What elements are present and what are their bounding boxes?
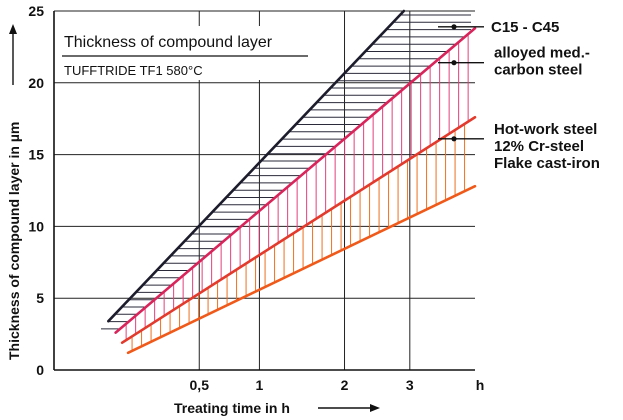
series-line-magenta xyxy=(114,26,477,334)
axes xyxy=(53,11,475,371)
legend: C15 - C45 alloyed med.-carbon steel Hot-wo… xyxy=(438,19,600,172)
chart-subtitle: TUFFTRIDE TF1 580°C xyxy=(64,63,203,78)
series-lines xyxy=(107,9,477,355)
tick-labels: 0 5 10 15 20 25 0,5 1 2 3 h xyxy=(28,3,484,393)
y-tick-label: 25 xyxy=(28,3,44,19)
legend-label: C15 - C45 xyxy=(491,19,559,36)
x-tick-label: 1 xyxy=(256,377,264,393)
title-box: Thickness of compound layer TUFFTRIDE TF… xyxy=(56,26,318,80)
legend-marker-dot xyxy=(451,24,457,30)
legend-label: alloyed med.- xyxy=(494,45,590,62)
x-tick-label: 0,5 xyxy=(190,377,210,393)
x-axis-title: Treating time in h xyxy=(174,400,290,416)
legend-marker-dot xyxy=(451,60,457,66)
legend-label: Hot-work steel xyxy=(494,121,597,138)
y-tick-label: 10 xyxy=(28,218,44,234)
x-tick-label: 2 xyxy=(341,377,349,393)
title-box-background xyxy=(56,26,318,80)
series-line-red xyxy=(120,115,477,345)
y-tick-label: 5 xyxy=(36,290,44,306)
legend-label: 12% Cr-steel xyxy=(494,138,584,155)
legend-label: carbon steel xyxy=(494,62,582,79)
chart-title: Thickness of compound layer xyxy=(64,34,273,51)
x-unit-label: h xyxy=(476,377,485,393)
series-line-black xyxy=(107,9,406,323)
legend-marker-dot xyxy=(451,136,457,142)
legend-label: Flake cast-iron xyxy=(494,155,600,172)
series-line-orange xyxy=(126,184,477,355)
y-tick-label: 20 xyxy=(28,75,44,91)
x-axis-arrow-head xyxy=(370,404,380,412)
y-axis-arrow-head xyxy=(9,24,17,34)
y-axis-title: Thickness of compound layer in µm xyxy=(6,122,22,360)
y-tick-label: 0 xyxy=(36,362,44,378)
y-tick-label: 15 xyxy=(28,147,44,163)
x-axis-title-group: Treating time in h xyxy=(174,400,380,416)
band-hatching xyxy=(100,14,471,351)
x-tick-label: 3 xyxy=(406,377,414,393)
y-axis-title-group: Thickness of compound layer in µm xyxy=(6,24,22,360)
